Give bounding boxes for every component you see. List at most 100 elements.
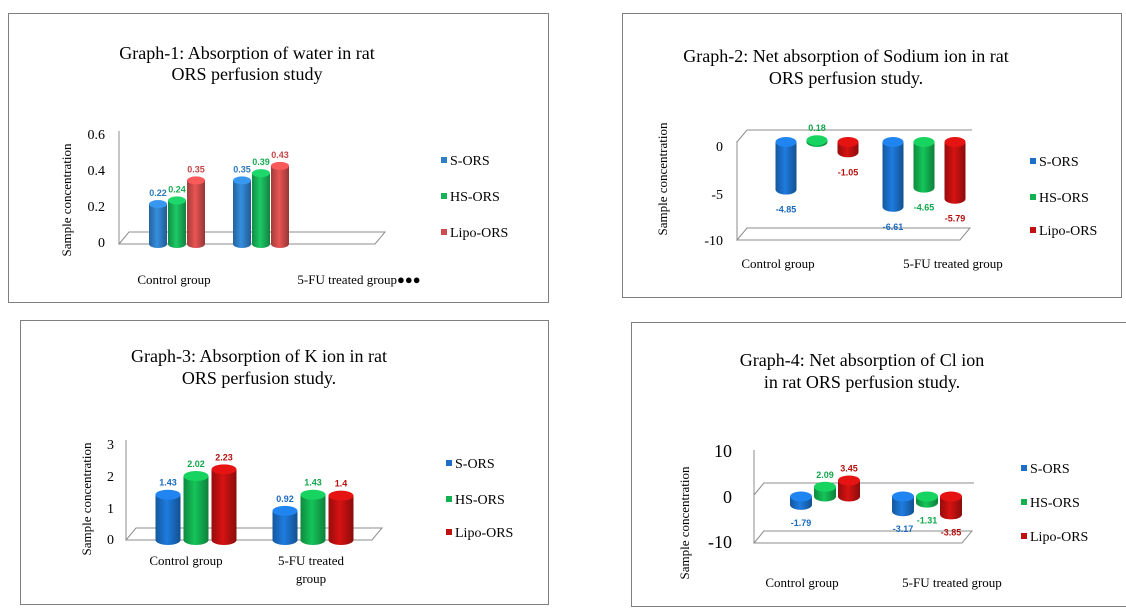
bar-hs-ors-2 xyxy=(916,491,938,508)
y-tick-label: 0 xyxy=(716,140,723,155)
bar-lipo-ors-2 xyxy=(328,490,354,545)
chart-panel-1: Graph-1: Absorption of water in rat ORS … xyxy=(8,13,549,303)
legend-swatch-hs-ors xyxy=(1030,194,1036,200)
x-category-label: Control group xyxy=(741,256,814,271)
chart-3: Graph-3: Absorption of K ion in rat ORS … xyxy=(79,346,513,586)
y-tick-label: 0 xyxy=(723,487,732,507)
chart-title-line-1: Graph-3: Absorption of K ion in rat xyxy=(131,346,387,366)
y-tick-label: 0.2 xyxy=(88,200,106,215)
chart-panel-4: Graph-4: Net absorption of Cl ion in rat… xyxy=(631,322,1126,607)
bar-s-ors-1 xyxy=(790,491,812,510)
legend-label-s-ors: S-ORS xyxy=(455,457,495,472)
bar-s-ors-1 xyxy=(155,489,181,545)
data-label: 1.4 xyxy=(335,479,348,489)
y-tick-label: 0 xyxy=(98,236,105,251)
data-label: 3.45 xyxy=(840,463,858,473)
chart-4: Graph-4: Net absorption of Cl ion in rat… xyxy=(677,350,1088,590)
data-label: 0.92 xyxy=(276,494,294,504)
data-label: 2.23 xyxy=(215,452,233,462)
bar-hs-ors-2 xyxy=(252,169,270,248)
y-tick-label: -10 xyxy=(704,234,723,249)
bar-lipo-ors-1 xyxy=(211,464,237,545)
x-category-label: 5-FU treated group●●● xyxy=(297,272,420,287)
data-label: 2.09 xyxy=(816,470,834,480)
legend-label-lipo-ors: Lipo-ORS xyxy=(1039,224,1097,239)
bar-lipo-ors-2 xyxy=(271,161,289,248)
legend-swatch-lipo-ors xyxy=(1030,227,1036,233)
bar-s-ors-2 xyxy=(233,176,251,248)
zero-plane-edge xyxy=(736,129,748,143)
bar-s-ors-2 xyxy=(272,505,298,545)
chart-2: Graph-2: Net absorption of Sodium ion in… xyxy=(655,46,1097,271)
bar-s-ors-2 xyxy=(882,137,904,212)
data-label: 0.22 xyxy=(149,188,167,198)
y-tick-label: 1 xyxy=(107,502,114,517)
data-label: -6.61 xyxy=(883,222,904,232)
bar-s-ors-1 xyxy=(775,137,797,195)
x-category-label: Control group xyxy=(137,272,210,287)
chart-title-line-1: Graph-4: Net absorption of Cl ion xyxy=(740,350,984,370)
x-category-label: Control group xyxy=(149,553,222,568)
bar-hs-ors-1 xyxy=(806,135,828,147)
legend-label-hs-ors: HS-ORS xyxy=(455,493,505,508)
legend-swatch-hs-ors xyxy=(441,193,447,199)
data-label: 0.39 xyxy=(252,157,270,167)
x-category-label: 5-FU treated group xyxy=(903,256,1003,271)
legend-swatch-hs-ors xyxy=(446,496,452,502)
data-label: -1.79 xyxy=(791,518,812,528)
bar-lipo-ors-2 xyxy=(944,137,966,204)
legend-label-hs-ors: HS-ORS xyxy=(1039,191,1089,206)
legend-swatch-s-ors xyxy=(441,157,447,163)
data-label: -3.85 xyxy=(941,527,962,537)
y-tick-label: 2 xyxy=(107,470,114,485)
x-category-label: 5-FU treated group xyxy=(902,575,1002,590)
chart-floor xyxy=(752,530,974,544)
y-tick-label: 0.4 xyxy=(88,164,106,179)
bar-hs-ors-1 xyxy=(183,471,209,545)
chart-title-line-2: ORS perfusion study xyxy=(171,64,322,84)
y-tick-label: 10 xyxy=(714,441,732,461)
legend-swatch-s-ors xyxy=(1021,465,1027,471)
chart-1: Graph-1: Absorption of water in rat ORS … xyxy=(59,43,508,287)
legend-swatch-s-ors xyxy=(1030,158,1036,164)
legend-label-lipo-ors: Lipo-ORS xyxy=(455,526,513,541)
y-tick-label: 0.6 xyxy=(88,128,106,143)
legend-swatch-hs-ors xyxy=(1021,499,1027,505)
legend-swatch-lipo-ors xyxy=(446,529,452,535)
y-tick-label: -10 xyxy=(708,532,732,552)
data-label: -1.05 xyxy=(838,167,859,177)
chart-title-line-2: in rat ORS perfusion study. xyxy=(764,372,960,392)
bar-hs-ors-1 xyxy=(814,481,836,502)
data-label: -1.31 xyxy=(917,516,938,526)
data-label: 0.24 xyxy=(168,184,186,194)
legend-label-s-ors: S-ORS xyxy=(1039,155,1079,170)
zero-plane-edge xyxy=(753,482,765,496)
x-category-label: 5-FU treated xyxy=(278,553,345,568)
chart-floor xyxy=(735,227,972,241)
chart-title-line-1: Graph-2: Net absorption of Sodium ion in… xyxy=(683,46,1008,66)
chart-title-line-2: ORS perfusion study. xyxy=(182,368,336,388)
data-label: -4.65 xyxy=(914,203,935,213)
y-axis-label: Sample concentration xyxy=(655,122,670,235)
legend-label-s-ors: S-ORS xyxy=(1030,462,1070,477)
data-label: 2.02 xyxy=(187,459,205,469)
data-label: 1.43 xyxy=(304,478,322,488)
legend-label-s-ors: S-ORS xyxy=(450,154,490,169)
legend-swatch-lipo-ors xyxy=(441,229,447,235)
data-label: -3.17 xyxy=(893,524,914,534)
bar-hs-ors-2 xyxy=(913,137,935,193)
legend-label-lipo-ors: Lipo-ORS xyxy=(450,226,508,241)
chart-title-line-1: Graph-1: Absorption of water in rat xyxy=(119,43,374,63)
data-label: 0.35 xyxy=(233,164,251,174)
y-tick-label: -5 xyxy=(711,188,723,203)
data-label: -4.85 xyxy=(776,205,797,215)
legend-label-hs-ors: HS-ORS xyxy=(1030,496,1080,511)
chart-title-line-2: ORS perfusion study. xyxy=(769,68,923,88)
data-label: 1.43 xyxy=(159,478,177,488)
bar-hs-ors-1 xyxy=(168,196,186,248)
bar-s-ors-2 xyxy=(892,491,914,517)
x-category-label: group xyxy=(296,571,326,586)
bar-hs-ors-2 xyxy=(300,489,326,545)
y-tick-label: 0 xyxy=(107,533,114,548)
bar-lipo-ors-2 xyxy=(940,491,962,520)
